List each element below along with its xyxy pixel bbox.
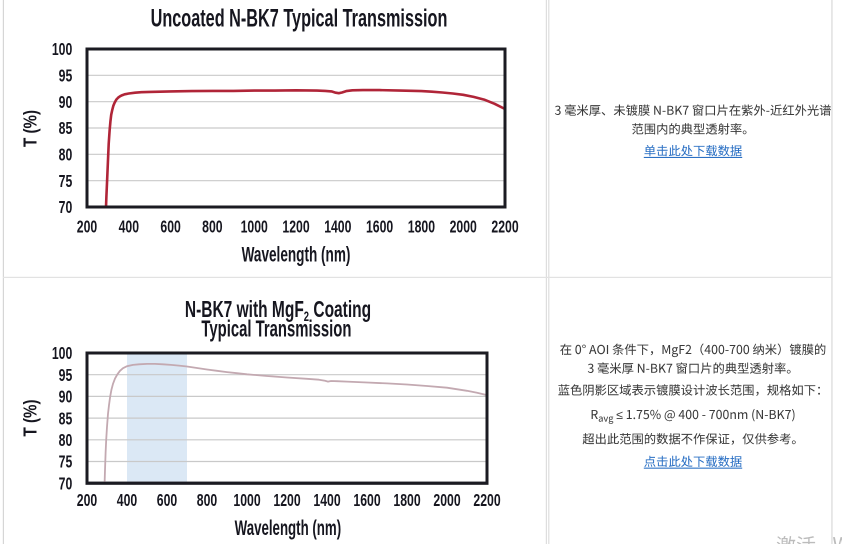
svg-text:1200: 1200: [273, 491, 300, 511]
svg-text:200: 200: [77, 491, 97, 511]
svg-text:1400: 1400: [313, 491, 340, 511]
svg-text:800: 800: [197, 491, 217, 511]
svg-text:85: 85: [59, 119, 73, 139]
svg-text:100: 100: [52, 344, 72, 364]
svg-text:Typical Transmission: Typical Transmission: [201, 316, 351, 342]
svg-text:Uncoated N-BK7 Typical Transmi: Uncoated N-BK7 Typical Transmission: [151, 5, 448, 32]
svg-text:1000: 1000: [233, 491, 260, 511]
svg-text:75: 75: [59, 453, 73, 473]
svg-text:2000: 2000: [433, 491, 460, 511]
svg-text:100: 100: [52, 40, 72, 60]
svg-text:80: 80: [59, 431, 73, 451]
svg-text:90: 90: [59, 93, 73, 113]
svg-text:70: 70: [59, 474, 73, 494]
svg-text:Wavelength (nm): Wavelength (nm): [235, 516, 341, 540]
svg-text:95: 95: [59, 66, 73, 86]
svg-text:T (%): T (%): [20, 110, 41, 147]
svg-text:600: 600: [160, 218, 180, 238]
svg-text:1600: 1600: [353, 491, 380, 511]
svg-text:800: 800: [202, 218, 222, 238]
svg-text:1800: 1800: [393, 491, 420, 511]
svg-text:75: 75: [59, 172, 73, 192]
svg-text:1800: 1800: [408, 218, 435, 238]
svg-text:200: 200: [77, 218, 97, 238]
svg-text:600: 600: [157, 491, 177, 511]
svg-text:T (%): T (%): [20, 400, 41, 437]
svg-text:2200: 2200: [473, 491, 500, 511]
svg-text:70: 70: [59, 198, 73, 218]
svg-text:90: 90: [59, 388, 73, 408]
svg-text:85: 85: [59, 409, 73, 429]
svg-text:1200: 1200: [282, 218, 309, 238]
svg-text:2000: 2000: [450, 218, 477, 238]
svg-text:1400: 1400: [324, 218, 351, 238]
svg-text:2200: 2200: [491, 218, 518, 238]
svg-text:N-BK7 with MgF2 Coating: N-BK7 with MgF2 Coating: [185, 297, 371, 324]
svg-text:Wavelength (nm): Wavelength (nm): [242, 242, 351, 266]
svg-text:80: 80: [59, 145, 73, 165]
svg-text:1000: 1000: [241, 218, 268, 238]
svg-text:400: 400: [119, 218, 139, 238]
svg-text:95: 95: [59, 366, 73, 386]
svg-text:1600: 1600: [366, 218, 393, 238]
svg-text:400: 400: [117, 491, 137, 511]
